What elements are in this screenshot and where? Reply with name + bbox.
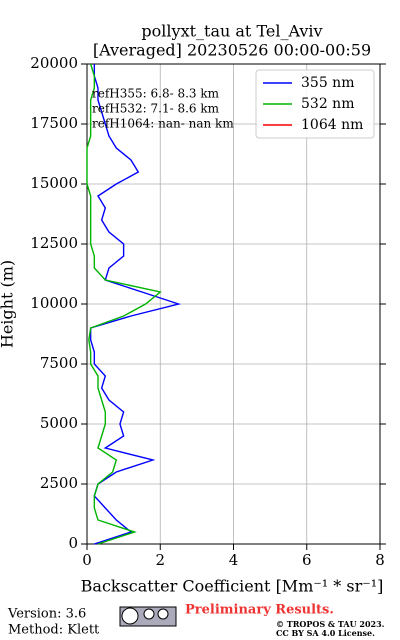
profile-line — [89, 64, 182, 545]
notice: Preliminary Results. — [185, 603, 334, 618]
x-tick-label: 2 — [155, 551, 165, 569]
legend-box — [255, 69, 375, 139]
chart-title: pollyxt_tau at Tel_Aviv — [141, 22, 322, 41]
version: Version: 3.6 — [7, 607, 86, 622]
y-tick-label: 15000 — [30, 174, 78, 192]
x-tick-label: 8 — [375, 551, 385, 569]
annotation: refH355: 6.8- 8.3 km — [92, 87, 220, 101]
x-tick-label: 4 — [229, 551, 239, 569]
x-tick-label: 0 — [82, 551, 92, 569]
x-axis-label: Backscatter Coefficient [Mm⁻¹ * sr⁻¹] — [81, 577, 384, 596]
legend-label: 355 nm — [301, 75, 354, 91]
annotation: refH532: 7.1- 8.6 km — [92, 102, 220, 116]
license: CC BY SA 4.0 License. — [276, 628, 375, 638]
profile-line — [86, 63, 162, 545]
cc-logo — [119, 606, 177, 627]
y-tick-label: 12500 — [30, 234, 78, 252]
method: Method: Klett — [8, 623, 100, 638]
y-tick-label: 5000 — [40, 414, 78, 432]
legend-label: 532 nm — [301, 96, 354, 112]
x-tick-label: 6 — [302, 551, 312, 569]
y-tick-label: 0 — [68, 534, 78, 552]
y-tick-label: 7500 — [40, 354, 78, 372]
y-axis-label: Height (m) — [0, 260, 17, 348]
y-tick-label: 20000 — [30, 54, 78, 72]
legend-label: 1064 nm — [301, 117, 363, 133]
y-tick-label: 17500 — [30, 114, 78, 132]
chart-subtitle: [Averaged] 20230526 00:00-00:59 — [93, 41, 371, 60]
copyright: © TROPOS & TAU 2023. — [276, 619, 385, 629]
annotation: refH1064: nan- nan km — [92, 117, 234, 131]
y-tick-label: 10000 — [30, 294, 78, 312]
y-tick-label: 2500 — [40, 474, 78, 492]
plot-frame — [86, 63, 381, 545]
